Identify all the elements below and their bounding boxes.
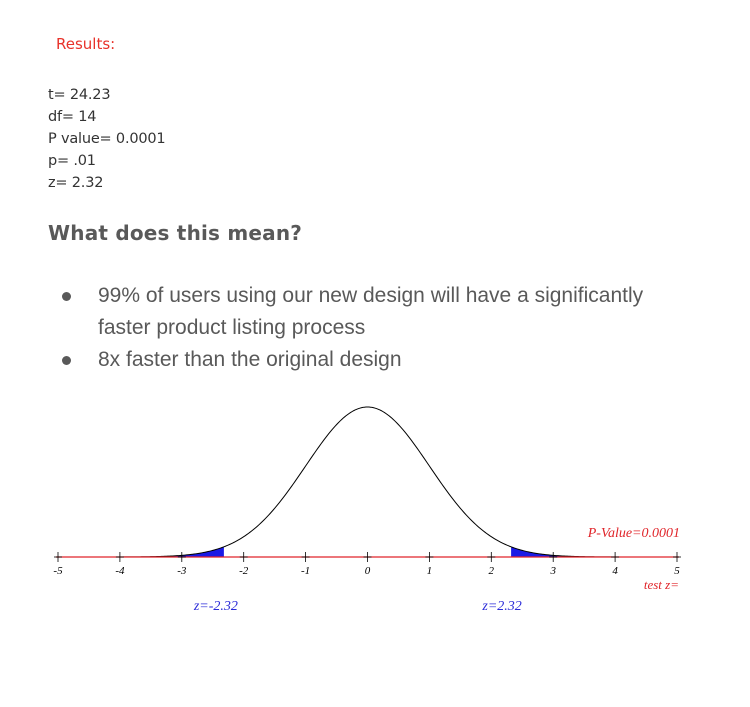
results-stats: t= 24.23 df= 14 P value= 0.0001 p= .01 z… [48, 84, 166, 194]
x-tick-label: 2 [489, 565, 495, 577]
x-tick-label: -2 [239, 565, 249, 577]
x-axis-ticks: -5 -4 -3 -2 -1 0 1 2 3 4 5 [53, 552, 681, 577]
degrees-of-freedom: df= 14 [48, 109, 97, 125]
x-tick-label: 5 [674, 565, 680, 577]
x-tick-label: -3 [177, 565, 187, 577]
z-value-line: z= 2.32 [48, 175, 104, 191]
p-value-label: P-Value=0.0001 [587, 526, 680, 541]
x-tick-label: 1 [427, 565, 433, 577]
left-tail-area [58, 546, 224, 557]
x-axis-title: test z= [644, 577, 679, 592]
bullet-list: 99% of users using our new design will h… [62, 280, 662, 376]
shaded-tails [58, 546, 677, 557]
x-tick-label: 4 [612, 565, 618, 577]
bullet-item: 8x faster than the original design [62, 344, 662, 376]
x-tick-label: 0 [365, 565, 371, 577]
section-heading: What does this mean? [48, 221, 303, 245]
x-tick-label: -4 [115, 565, 125, 577]
normal-curve [58, 406, 677, 558]
bullet-text: 99% of users using our new design will h… [98, 284, 644, 339]
normal-distribution-chart: -5 -4 -3 -2 -1 0 1 2 3 4 5 P-Value=0.0001 test z= … [53, 406, 681, 614]
significance-level: p= .01 [48, 153, 96, 169]
bullet-dot-icon [62, 356, 71, 365]
x-tick-label: -5 [53, 565, 63, 577]
results-title: Results: [56, 35, 116, 53]
critical-value-label-right: z=2.32 [481, 599, 521, 614]
p-value-line: P value= 0.0001 [48, 131, 166, 147]
bullet-item: 99% of users using our new design will h… [62, 280, 662, 344]
right-tail-area [511, 546, 677, 557]
x-tick-label: 3 [549, 565, 556, 577]
critical-value-label-left: z=-2.32 [193, 599, 238, 614]
bullet-dot-icon [62, 292, 71, 301]
bullet-text: 8x faster than the original design [98, 348, 402, 371]
t-statistic: t= 24.23 [48, 87, 111, 103]
x-tick-label: -1 [301, 565, 310, 577]
